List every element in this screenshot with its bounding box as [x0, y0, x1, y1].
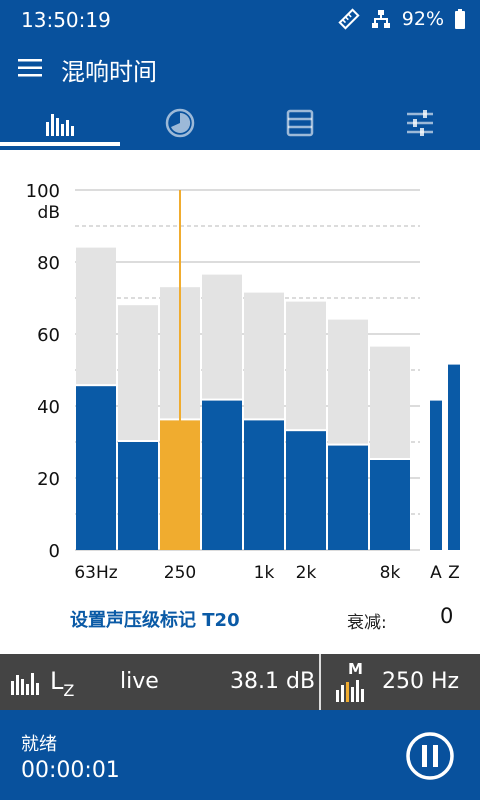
status-bar: 13:50:19 92% [0, 0, 480, 40]
frequency-value: 250 Hz [382, 669, 460, 694]
pause-button[interactable] [405, 731, 455, 781]
decay-value: 0 [440, 604, 454, 628]
menu-icon[interactable] [15, 53, 45, 83]
divider [319, 654, 321, 710]
decay-label: 衰减: [347, 613, 387, 633]
y-tick-label: 40 [37, 397, 60, 418]
marker-icon-letter: M [348, 660, 363, 678]
x-tick-label: 1k [254, 563, 275, 583]
tab-settings[interactable] [360, 96, 480, 150]
y-tick-label: 80 [37, 253, 60, 274]
level-bars-icon [11, 673, 39, 695]
bar-level-4k [328, 445, 368, 550]
bar-gap-125 [118, 440, 158, 442]
bar-gap-63 [76, 384, 116, 387]
measurement-bar: LZ live 38.1 dB M 250 Hz [0, 654, 480, 710]
bar-level-125 [118, 442, 158, 550]
table-list-icon [286, 109, 314, 137]
weighting-label[interactable]: LZ [50, 667, 74, 700]
bar-gap-500 [202, 398, 242, 401]
tab-indicator [0, 142, 120, 146]
y-tick-label: 0 [49, 541, 60, 562]
tab-gauge[interactable] [120, 96, 240, 150]
tab-table[interactable] [240, 96, 360, 150]
bar-level-8k [370, 460, 410, 550]
network-icon [371, 10, 390, 28]
bar-level-2k [286, 431, 326, 550]
weighting-sub: Z [63, 681, 75, 700]
tab-spectrum[interactable] [0, 96, 120, 150]
bar-level-63 [76, 386, 116, 550]
bottom-bar: 就绪 00:00:01 [0, 710, 480, 800]
pie-gauge-icon [165, 108, 195, 138]
pause-icon [422, 745, 427, 767]
marker-bars-icon[interactable]: M [334, 660, 372, 704]
level-value: 38.1 dB [230, 669, 316, 694]
status-icons: 92% [338, 8, 466, 30]
x-tick-label: 250 [164, 563, 196, 583]
summary-label-A: A [430, 563, 442, 583]
summary-bar-Z [448, 364, 460, 550]
battery-icon [455, 9, 465, 29]
x-tick-label: 8k [380, 563, 401, 583]
y-tick-label: 20 [37, 469, 60, 490]
elapsed-time: 00:00:01 [21, 758, 120, 783]
y-axis-unit: dB [38, 203, 60, 223]
tab-bar [0, 96, 480, 150]
battery-percent: 92% [401, 8, 444, 30]
mode-label[interactable]: live [120, 669, 159, 694]
bar-level-1k [244, 420, 284, 550]
status-text: 就绪 [21, 734, 57, 755]
summary-label-Z: Z [448, 563, 460, 583]
bar-gap-1k [244, 418, 284, 421]
set-marker-link[interactable]: 设置声压级标记 T20 [70, 610, 240, 631]
weighting-main: L [50, 667, 64, 695]
x-tick-label: 2k [296, 563, 317, 583]
app-bar: 混响时间 [0, 40, 480, 96]
bar-gap-2k [286, 429, 326, 432]
bar-gap-8k [370, 458, 410, 460]
page-title: 混响时间 [61, 58, 157, 86]
y-tick-label: 100 [26, 181, 60, 202]
y-tick-label: 60 [37, 325, 60, 346]
info-row: 设置声压级标记 T20 衰减: 0 [0, 596, 480, 644]
sliders-icon [407, 110, 433, 136]
bars-chart-icon [46, 114, 74, 136]
bar-level-500 [202, 400, 242, 550]
bar-gap-4k [328, 443, 368, 446]
status-time: 13:50:19 [21, 8, 111, 32]
ruler-icon [338, 8, 360, 30]
summary-bar-A [430, 400, 442, 550]
x-tick-label: 63Hz [74, 563, 117, 583]
